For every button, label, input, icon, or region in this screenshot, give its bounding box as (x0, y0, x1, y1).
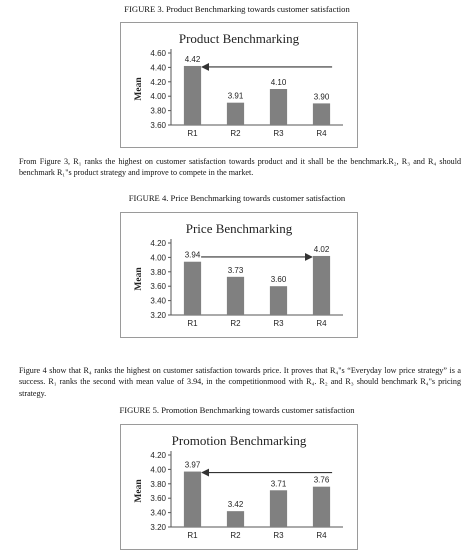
figure5-caption: FIGURE 5. Promotion Benchmarking towards… (119, 405, 355, 415)
bar-r3 (269, 490, 288, 527)
y-tick-label: 3.80 (150, 268, 166, 277)
chart-title: Promotion Benchmarking (172, 433, 307, 448)
bar-r2 (226, 102, 245, 125)
y-axis-label: Mean (134, 267, 144, 291)
bar-r2 (226, 511, 245, 527)
bar-r1 (183, 471, 202, 527)
data-label-r4: 3.90 (314, 92, 330, 101)
x-tick-label-r1: R1 (187, 129, 198, 138)
data-label-r1: 3.94 (185, 251, 201, 260)
bar-r4 (312, 486, 331, 527)
y-tick-label: 3.60 (150, 282, 166, 291)
y-tick-label: 3.60 (150, 121, 166, 130)
bar-r4 (312, 255, 331, 315)
chart-title: Product Benchmarking (179, 31, 300, 46)
y-tick-label: 4.00 (150, 92, 166, 101)
x-tick-label-r4: R4 (316, 531, 327, 540)
y-tick-label: 3.40 (150, 509, 166, 518)
bar-r4 (312, 103, 331, 125)
x-tick-label-r2: R2 (230, 319, 241, 328)
x-tick-label-r1: R1 (187, 319, 198, 328)
y-tick-label: 4.20 (150, 78, 166, 87)
y-tick-label: 3.20 (150, 523, 166, 532)
data-label-r2: 3.42 (228, 500, 244, 509)
y-tick-label: 4.20 (150, 239, 166, 248)
y-tick-label: 3.40 (150, 297, 166, 306)
bar-r3 (269, 286, 288, 315)
data-label-r4: 4.02 (314, 245, 330, 254)
y-tick-label: 4.00 (150, 465, 166, 474)
y-axis-label: Mean (134, 77, 144, 101)
x-tick-label-r4: R4 (316, 319, 327, 328)
x-tick-label-r3: R3 (273, 129, 284, 138)
x-tick-label-r4: R4 (316, 129, 327, 138)
price-benchmark-svg: Price Benchmarking Mean 3.20 3.40 3.60 3.80 4.… (134, 221, 343, 328)
price-benchmark-chart: Price Benchmarking Mean 3.20 3.40 3.60 3.80 4.… (120, 212, 358, 338)
y-tick-label: 3.80 (150, 480, 166, 489)
data-label-r1: 4.42 (185, 55, 201, 64)
y-tick-label: 4.00 (150, 253, 166, 262)
data-label-r2: 3.91 (228, 92, 244, 101)
y-tick-label: 3.60 (150, 494, 166, 503)
y-tick-label: 4.20 (150, 451, 166, 460)
figure3-caption: FIGURE 3. Product Benchmarking towards c… (124, 4, 350, 14)
product-benchmark-chart: Product Benchmarking Mean 3.60 3.80 4.00 4.20… (120, 22, 358, 148)
product-benchmark-svg: Product Benchmarking Mean 3.60 3.80 4.00 4.20… (134, 31, 343, 138)
x-tick-label-r3: R3 (273, 319, 284, 328)
data-label-r3: 3.71 (271, 479, 287, 488)
data-label-r3: 4.10 (271, 78, 287, 87)
data-label-r2: 3.73 (228, 266, 244, 275)
chart-title: Price Benchmarking (186, 221, 293, 236)
x-tick-label-r2: R2 (230, 129, 241, 138)
bar-r1 (183, 261, 202, 315)
paragraph-figure4-discussion: Figure 4 show that R₄ ranks the highest … (19, 366, 461, 398)
figure4-caption: FIGURE 4. Price Benchmarking towards cus… (128, 193, 346, 203)
y-axis-label: Mean (134, 479, 144, 503)
y-tick-label: 3.20 (150, 311, 166, 320)
promotion-benchmark-svg: Promotion Benchmarking Mean 3.20 3.40 3.60 3.… (134, 433, 343, 540)
promotion-benchmark-chart: Promotion Benchmarking Mean 3.20 3.40 3.60 3.… (120, 424, 358, 550)
x-tick-label-r3: R3 (273, 531, 284, 540)
bar-r1 (183, 65, 202, 125)
data-label-r4: 3.76 (314, 476, 330, 485)
bar-r2 (226, 276, 245, 315)
paragraph-figure3-discussion: From Figure 3, R₁ ranks the highest on c… (19, 157, 461, 178)
bar-r3 (269, 89, 288, 125)
data-label-r1: 3.97 (185, 461, 201, 470)
x-tick-label-r1: R1 (187, 531, 198, 540)
data-label-r3: 3.60 (271, 275, 287, 284)
x-tick-label-r2: R2 (230, 531, 241, 540)
y-tick-label: 4.60 (150, 49, 166, 58)
y-tick-label: 3.80 (150, 107, 166, 116)
y-tick-label: 4.40 (150, 63, 166, 72)
